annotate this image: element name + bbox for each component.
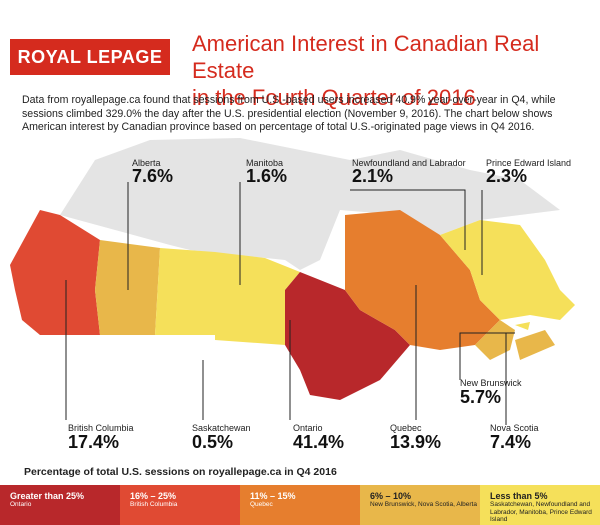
legend-provinces: Saskatchewan, Newfoundland and Labrador,… [490,501,592,523]
royal-lepage-logo: ROYAL LEPAGE [10,39,170,75]
northern-territories [60,138,560,270]
leader-lines [65,182,515,425]
label-british-columbia: British Columbia [68,423,134,433]
label-quebec: Quebec [390,423,422,433]
legend-range: 11% – 15% [250,491,296,501]
label-ontario: Ontario [293,423,323,433]
legend-provinces: Ontario [10,501,32,508]
canada-map [10,138,575,425]
province-quebec [345,210,500,350]
label-manitoba: Manitoba [246,158,284,168]
value-ontario: 41.4% [293,432,345,452]
label-new-brunswick: New Brunswick [460,378,522,388]
province-british-columbia [10,210,100,335]
legend-item-greater-than-25: Greater than 25% Ontario [0,485,120,525]
province-ontario [285,272,410,400]
title-line-1: American Interest in Canadian Real Estat… [192,31,540,83]
value-manitoba: 1.6% [246,166,288,186]
label-nova-scotia: Nova Scotia [490,423,539,433]
legend: Greater than 25% Ontario 16% – 25% Briti… [0,485,600,525]
province-saskatchewan [155,248,215,335]
legend-range: Greater than 25% [10,491,85,501]
value-newfoundland: 2.1% [352,166,394,186]
legend-title: Percentage of total U.S. sessions on roy… [24,466,337,478]
province-pei [515,322,530,330]
page-title: American Interest in Canadian Real Estat… [192,30,592,111]
legend-item-16-25: 16% – 25% British Columbia [120,485,240,525]
province-manitoba [215,252,300,345]
legend-item-6-10: 6% – 10% New Brunswick, Nova Scotia, Alb… [360,485,480,525]
value-new-brunswick: 5.7% [460,387,502,407]
label-newfoundland: Newfoundland and Labrador [352,158,466,168]
description: Data from royallepage.ca found that sess… [22,94,556,133]
legend-provinces: Quebec [250,501,273,508]
label-alberta: Alberta [132,158,161,168]
value-pei: 2.3% [486,166,528,186]
legend-item-less-than-5: Less than 5% Saskatchewan, Newfoundland … [480,485,600,525]
province-nova-scotia [515,330,555,360]
legend-provinces: New Brunswick, Nova Scotia, Alberta [370,501,477,508]
legend-item-11-15: 11% – 15% Quebec [240,485,360,525]
value-british-columbia: 17.4% [68,432,120,452]
title-line-2: in the Fourth Quarter of 2016 [192,85,476,110]
legend-range: 16% – 25% [130,491,177,501]
value-nova-scotia: 7.4% [490,432,532,452]
label-pei: Prince Edward Island [486,158,572,168]
value-quebec: 13.9% [390,432,442,452]
value-saskatchewan: 0.5% [192,432,234,452]
province-newfoundland-labrador [440,220,575,320]
value-alberta: 7.6% [132,166,174,186]
province-new-brunswick [475,320,515,360]
label-saskatchewan: Saskatchewan [192,423,251,433]
legend-provinces: British Columbia [130,501,178,508]
legend-range: Less than 5% [490,491,548,501]
legend-range: 6% – 10% [370,491,412,501]
